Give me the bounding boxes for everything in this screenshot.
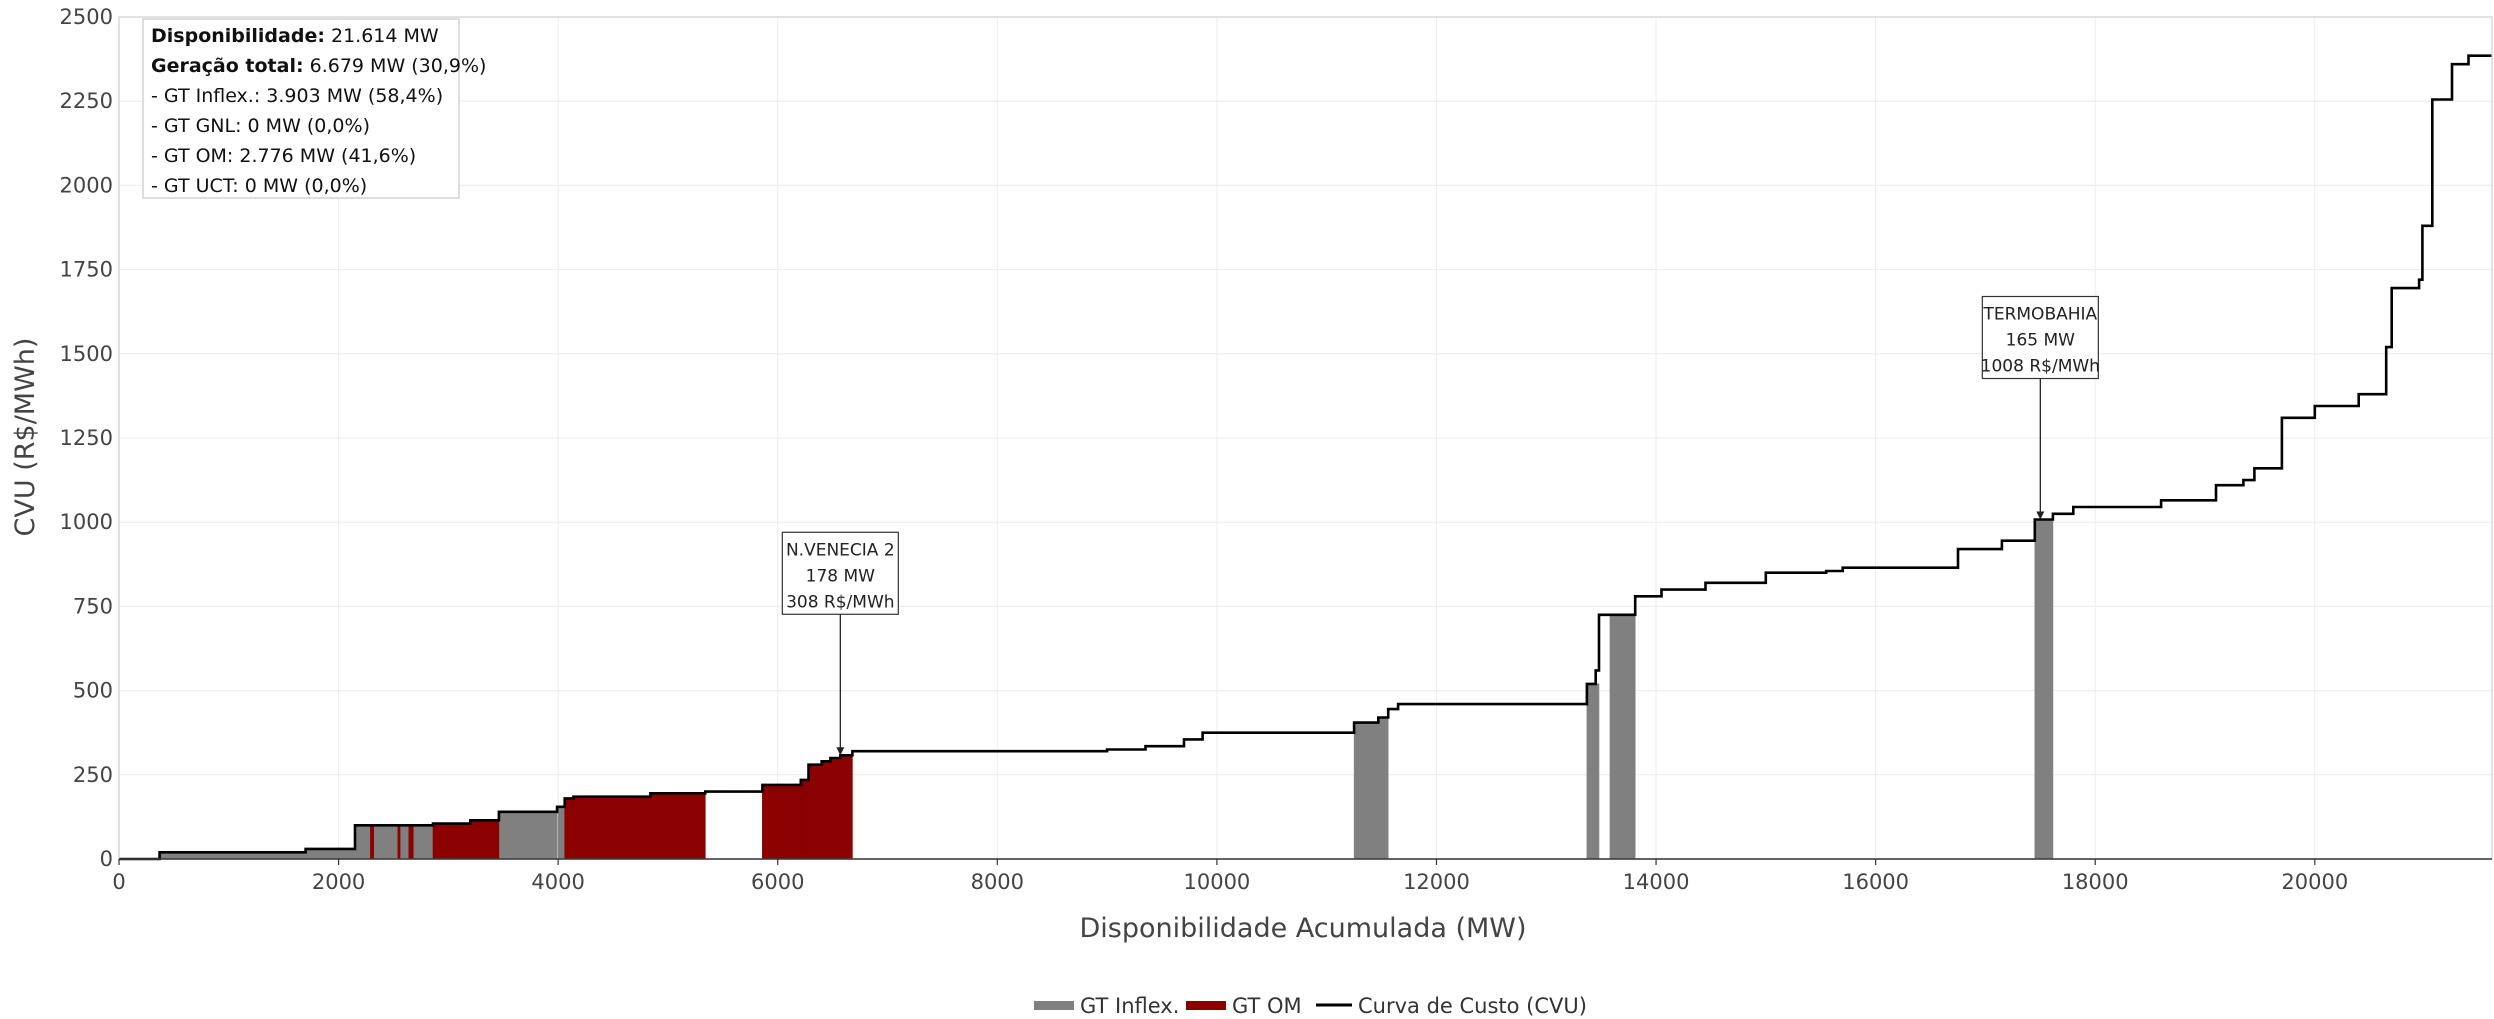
bar-om-1 <box>397 825 401 860</box>
y-tick-label-9: 2250 <box>60 89 113 113</box>
bar-om-14 <box>840 754 853 860</box>
annotation-text-0-2: 308 R$/MWh <box>786 592 894 612</box>
bars <box>159 519 2054 860</box>
y-tick-label-10: 2500 <box>60 5 113 29</box>
annotation-arrow-head-1 <box>2036 511 2045 520</box>
bar-inflex-9 <box>1377 717 1389 860</box>
x-tick-label-4: 8000 <box>971 870 1024 894</box>
y-tick-label-6: 1500 <box>60 342 113 366</box>
annotation-text-1-1: 165 MW <box>2006 331 2076 351</box>
x-tick-label-1: 2000 <box>312 870 365 894</box>
bar-inflex-11 <box>1609 614 1636 860</box>
annotation-text-0-0: N.VENECIA 2 <box>786 540 895 560</box>
bar-inflex-8 <box>1353 722 1379 860</box>
annotation-text-0-1: 178 MW <box>806 566 876 586</box>
tick-labels: 0 2000 4000 6000 8000 10000 12000 14000 16000 180… <box>60 5 2349 894</box>
info-box: Disponibilidade: 21.614 MW Geração total:… <box>142 18 486 199</box>
info-line-4: - GT OM: 2.776 MW (41,6%) <box>151 145 416 167</box>
bar-inflex-5 <box>412 825 434 860</box>
cost-curve-line <box>119 54 2492 861</box>
bar-om-9 <box>762 784 802 860</box>
y-axis-title: CVU (R$/MWh) <box>10 338 41 537</box>
bar-inflex-6 <box>498 811 558 860</box>
bar-om-8 <box>650 793 706 860</box>
bar-inflex-12 <box>2034 519 2054 860</box>
bar-om-6 <box>573 796 608 860</box>
legend-label-inflex: GT Inflex. <box>1080 994 1179 1018</box>
x-tick-label-3: 6000 <box>751 870 804 894</box>
x-axis-title: Disponibilidade Acumulada (MW) <box>1079 913 1526 944</box>
y-tick-label-1: 250 <box>73 763 113 787</box>
x-tick-label-10: 20000 <box>2281 870 2348 894</box>
legend-label-curve: Curva de Custo (CVU) <box>1358 994 1587 1018</box>
bar-om-12 <box>821 761 831 860</box>
x-tick-label-9: 18000 <box>2062 870 2129 894</box>
x-tick-label-2: 4000 <box>531 870 584 894</box>
legend-label-om: GT OM <box>1232 994 1302 1018</box>
y-tick-label-7: 1750 <box>60 258 113 282</box>
y-tick-label-5: 1250 <box>60 426 113 450</box>
bar-inflex-3 <box>373 825 399 860</box>
bar-inflex-1 <box>305 848 356 860</box>
x-tick-label-0: 0 <box>112 870 125 894</box>
info-box-frame <box>142 18 460 199</box>
bar-om-0 <box>370 825 375 860</box>
x-tick-label-5: 10000 <box>1183 870 1250 894</box>
bar-om-3 <box>432 823 471 860</box>
annotation-text-1-0: TERMOBAHIA <box>1982 305 2097 325</box>
bar-inflex-4 <box>399 825 410 860</box>
info-line-1: Geração total: 6.679 MW (30,9%) <box>151 55 486 77</box>
cost-curve <box>119 54 2492 861</box>
bar-om-7 <box>607 796 651 860</box>
annotation-arrow-head-0 <box>836 747 845 756</box>
y-tick-label-4: 1000 <box>60 510 113 534</box>
bar-om-10 <box>800 779 809 860</box>
bar-om-13 <box>830 757 841 860</box>
info-line-0: Disponibilidade: 21.614 MW <box>151 25 439 47</box>
x-tick-label-6: 12000 <box>1403 870 1470 894</box>
bar-inflex-7 <box>557 806 566 860</box>
x-tick-label-7: 14000 <box>1623 870 1690 894</box>
legend: GT Inflex. GT OM Curva de Custo (CVU) <box>1034 994 1587 1018</box>
bar-inflex-2 <box>354 825 371 860</box>
bar-om-5 <box>564 798 574 860</box>
info-line-2: - GT Inflex.: 3.903 MW (58,4%) <box>151 85 443 107</box>
annotation-box-0 <box>781 531 899 615</box>
y-tick-label-8: 2000 <box>60 173 113 197</box>
bar-om-2 <box>408 825 414 860</box>
legend-swatch-om <box>1186 1001 1226 1010</box>
y-tick-label-3: 750 <box>73 594 113 618</box>
x-tick-label-8: 16000 <box>1842 870 1909 894</box>
annotation-text-1-2: 1008 R$/MWh <box>1981 357 2100 377</box>
legend-swatch-inflex <box>1034 1001 1074 1010</box>
info-line-5: - GT UCT: 0 MW (0,0%) <box>151 175 367 197</box>
bar-om-11 <box>808 764 822 860</box>
info-line-3: - GT GNL: 0 MW (0,0%) <box>151 115 370 137</box>
bar-om-4 <box>470 819 500 860</box>
bar-inflex-10 <box>1586 683 1600 860</box>
y-tick-label-0: 0 <box>100 847 113 871</box>
annotations: N.VENECIA 2 178 MW 308 R$/MWh TERMOBAHIA 165… <box>781 295 2100 756</box>
y-tick-label-2: 500 <box>73 679 113 703</box>
axes <box>118 16 2493 860</box>
